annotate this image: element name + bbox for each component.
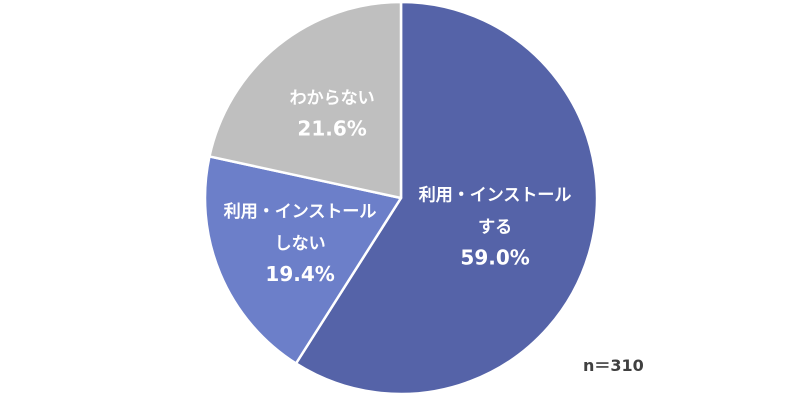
- pie-slice-2: [203, 155, 403, 365]
- slice-name-label: する: [478, 217, 512, 237]
- slice-name-label: 利用・インストール: [224, 201, 377, 222]
- slice-name-label: しない: [275, 234, 326, 254]
- pie-slice-3: [208, 0, 403, 200]
- pie-slices: [203, 0, 599, 396]
- slice-value-label: 21.6%: [297, 117, 366, 141]
- slice-name-label: 利用・インストール: [419, 184, 572, 205]
- pie-slice-1: [294, 0, 599, 396]
- sample-size-label: n＝310: [583, 356, 644, 375]
- slice-value-label: 19.4%: [265, 262, 334, 286]
- slice-value-label: 59.0%: [460, 245, 529, 269]
- slice-name-label: わからない: [290, 89, 375, 109]
- slice-label-3: わからない 21.6%: [290, 89, 375, 141]
- pie-labels: 利用・インストールする59.0%利用・インストールしない19.4%わからない21…: [224, 89, 572, 286]
